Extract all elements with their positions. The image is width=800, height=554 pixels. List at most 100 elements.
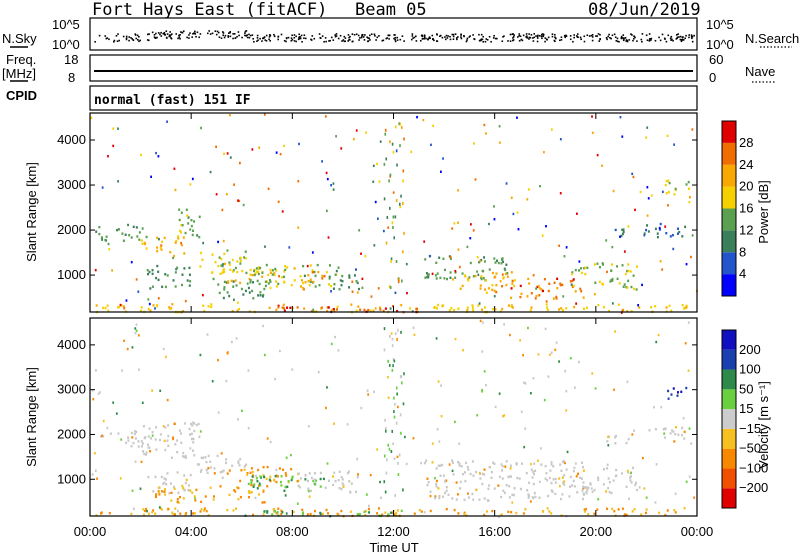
velocity-cell [403, 435, 406, 439]
velocity-cell [164, 448, 167, 452]
nsky-point [208, 30, 210, 32]
nsky-point [588, 35, 591, 37]
velocity-cell [346, 471, 349, 475]
power-cell [135, 226, 138, 229]
power-cell [207, 305, 210, 308]
velocity-cell [250, 481, 253, 484]
velocity-cell [262, 465, 265, 469]
power-cell [172, 256, 174, 260]
nsky-point [536, 37, 539, 39]
power-cell [238, 307, 241, 311]
velocity-cell [565, 390, 568, 393]
power-cell [215, 193, 218, 196]
power-cell [598, 280, 601, 284]
velocity-cell [342, 485, 345, 489]
colorbar-tick-label: 8 [739, 244, 746, 259]
velocity-cell [625, 485, 628, 489]
velocity-cell [634, 483, 637, 487]
nsky-point [586, 34, 589, 37]
nsky-point [378, 35, 380, 37]
velocity-cell [585, 486, 588, 489]
velocity-cell [400, 509, 403, 513]
velocity-cell [211, 380, 214, 383]
nsearch-label: N.Search [745, 31, 799, 46]
power-cell [617, 303, 620, 306]
power-cell [156, 264, 159, 268]
power-cell [220, 264, 223, 267]
velocity-cell [235, 337, 238, 340]
power-cell [249, 281, 252, 284]
power-cell [466, 306, 469, 309]
power-cell [257, 270, 260, 274]
velocity-cell [179, 512, 182, 515]
nsky-point [245, 30, 248, 32]
velocity-cell [392, 358, 395, 362]
power-cell [311, 271, 314, 274]
nsky-point [530, 34, 533, 36]
power-cell [218, 256, 221, 259]
velocity-cell [262, 324, 265, 328]
power-cell [571, 279, 574, 283]
nsky-point [151, 31, 154, 34]
power-cell [668, 181, 671, 185]
power-cell [138, 231, 141, 234]
nsky-point [393, 37, 395, 40]
power-cell [293, 267, 296, 270]
power-cell [545, 300, 548, 303]
velocity-cell [159, 389, 162, 392]
velocity-cell [206, 333, 209, 336]
nsky-point [428, 37, 430, 40]
nsky-point [512, 37, 514, 39]
power-cell [495, 259, 498, 262]
power-cell [94, 268, 97, 272]
power-cell [570, 283, 573, 286]
power-cell [428, 254, 431, 258]
power-cell [311, 251, 314, 254]
nsky-point [232, 33, 234, 35]
nsky-point [425, 37, 427, 40]
nsky-point [424, 36, 426, 38]
velocity-cell [100, 511, 103, 514]
nsky-point [488, 35, 491, 38]
velocity-cell [273, 478, 276, 482]
power-cell [576, 212, 578, 215]
velocity-cell [629, 479, 632, 482]
velocity-cell [587, 486, 590, 490]
velocity-cell [395, 421, 398, 425]
power-cell [174, 241, 177, 244]
power-cell [469, 261, 472, 265]
power-cell [501, 307, 504, 311]
power-cell [289, 306, 292, 309]
nsky-point [108, 38, 110, 41]
power-cell [122, 305, 125, 308]
power-cell [483, 256, 486, 259]
velocity-cell [455, 498, 458, 501]
velocity-cell [219, 485, 222, 488]
power-cell [395, 260, 398, 264]
power-cell [627, 263, 630, 266]
power-cell [494, 261, 497, 264]
nsky-point [355, 33, 358, 36]
velocity-cell [426, 477, 429, 480]
power-cell [275, 308, 278, 312]
power-cell [181, 223, 184, 227]
velocity-cell [391, 344, 394, 348]
freq-frame [89, 54, 698, 82]
velocity-cell [313, 478, 316, 481]
velocity-cell [160, 475, 163, 479]
velocity-cell [519, 487, 522, 491]
velocity-cell [263, 510, 266, 513]
nsky-point [492, 37, 495, 39]
velocity-cell [481, 390, 484, 393]
colorbar-tick-label: 20 [739, 179, 753, 194]
power-cell [466, 245, 469, 249]
power-cell [432, 124, 435, 128]
nsky-point [626, 40, 629, 42]
power-cell [442, 157, 444, 160]
nsky-point [681, 38, 684, 41]
power-cell [332, 287, 335, 290]
power-cell [671, 233, 674, 237]
velocity-cell [213, 495, 216, 498]
power-cell [107, 155, 109, 158]
nsky-point [688, 36, 690, 39]
